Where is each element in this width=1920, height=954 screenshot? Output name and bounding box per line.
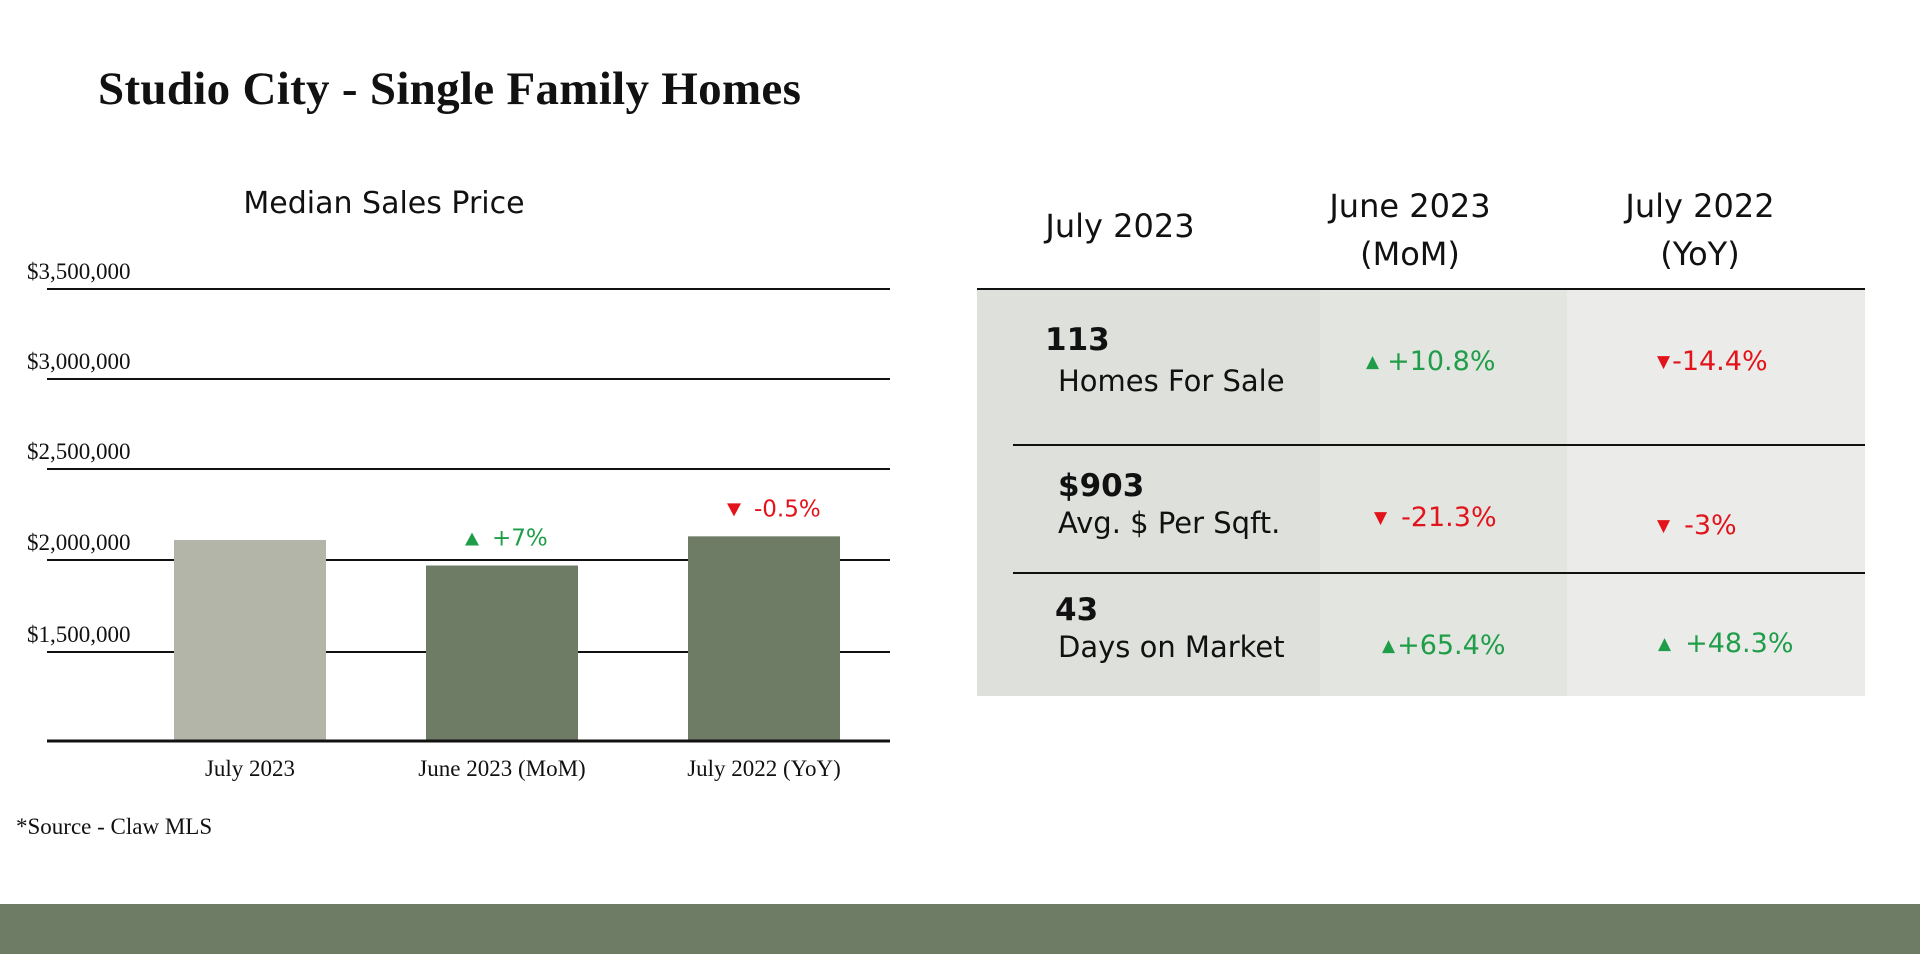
bar-annotation: -0.5% [754, 496, 821, 522]
triangle-up-icon: ▲ [1382, 636, 1396, 656]
triangle-down-icon: ▼ [1657, 352, 1671, 372]
row-dom-yoy: ▲ +48.3% [1658, 628, 1793, 659]
row-dom-label: Days on Market [1058, 630, 1285, 664]
bar-3 [688, 536, 840, 741]
header-current: July 2023 [1045, 207, 1195, 245]
triangle-up-icon: ▲ [1366, 352, 1380, 372]
row-homes-yoy: ▼-14.4% [1657, 346, 1768, 377]
row-dom-mom: ▲+65.4% [1382, 630, 1505, 661]
y-tick-label: $2,000,000 [27, 530, 131, 555]
source-note: *Source - Claw MLS [16, 814, 213, 839]
page-title: Studio City - Single Family Homes [98, 63, 802, 115]
footer-bar [0, 904, 1920, 954]
bar-2 [426, 565, 578, 741]
table-bg-yoy [1567, 290, 1865, 696]
triangle-up-icon [465, 532, 479, 546]
row-sqft-yoy: ▼ -3% [1657, 510, 1737, 541]
row-dom-value: 43 [1055, 592, 1099, 628]
triangle-down-icon: ▼ [1374, 508, 1388, 528]
row-homes-yoy-text: -14.4% [1672, 346, 1768, 377]
x-tick-label: July 2022 (YoY) [687, 756, 841, 781]
header-yoy: July 2022 (YoY) [1600, 182, 1800, 278]
bar-annotation: +7% [492, 526, 548, 552]
row-homes-value: 113 [1045, 322, 1110, 358]
median-price-chart: Median Sales Price $1,500,000 $2,000,000 $2… [27, 186, 890, 781]
x-tick-label: July 2023 [205, 756, 295, 781]
header-mom-line1: June 2023 [1329, 187, 1491, 225]
row-sqft-mom-text: -21.3% [1401, 502, 1497, 533]
row-divider-2 [1013, 572, 1865, 574]
row-homes-mom: ▲ +10.8% [1366, 346, 1495, 377]
header-yoy-line2: (YoY) [1660, 235, 1740, 273]
triangle-down-icon: ▼ [1657, 516, 1671, 536]
chart-title: Median Sales Price [243, 186, 524, 221]
header-mom-line2: (MoM) [1360, 235, 1460, 273]
header-mom: June 2023 (MoM) [1310, 182, 1510, 278]
table-bg-mom [1320, 290, 1567, 696]
row-dom-mom-text: +65.4% [1397, 630, 1506, 661]
y-tick-label: $3,000,000 [27, 349, 131, 374]
header-rule [977, 288, 1865, 290]
row-sqft-yoy-text: -3% [1684, 510, 1737, 541]
row-homes-label: Homes For Sale [1058, 364, 1285, 398]
bar-1 [174, 539, 326, 741]
row-sqft-mom: ▼ -21.3% [1374, 502, 1497, 533]
y-tick-label: $3,500,000 [27, 259, 131, 284]
row-sqft-value: $903 [1058, 468, 1145, 504]
table-bg-current [977, 290, 1320, 696]
row-divider-1 [1013, 444, 1865, 446]
row-dom-yoy-text: +48.3% [1685, 628, 1794, 659]
row-sqft-label: Avg. $ Per Sqft. [1058, 506, 1281, 540]
row-homes-mom-text: +10.8% [1387, 346, 1496, 377]
triangle-up-icon: ▲ [1658, 634, 1672, 654]
triangle-down-icon [727, 503, 741, 517]
x-tick-label: June 2023 (MoM) [418, 756, 585, 781]
y-tick-label: $2,500,000 [27, 439, 131, 464]
y-tick-label: $1,500,000 [27, 622, 131, 647]
header-yoy-line1: July 2022 [1625, 187, 1775, 225]
